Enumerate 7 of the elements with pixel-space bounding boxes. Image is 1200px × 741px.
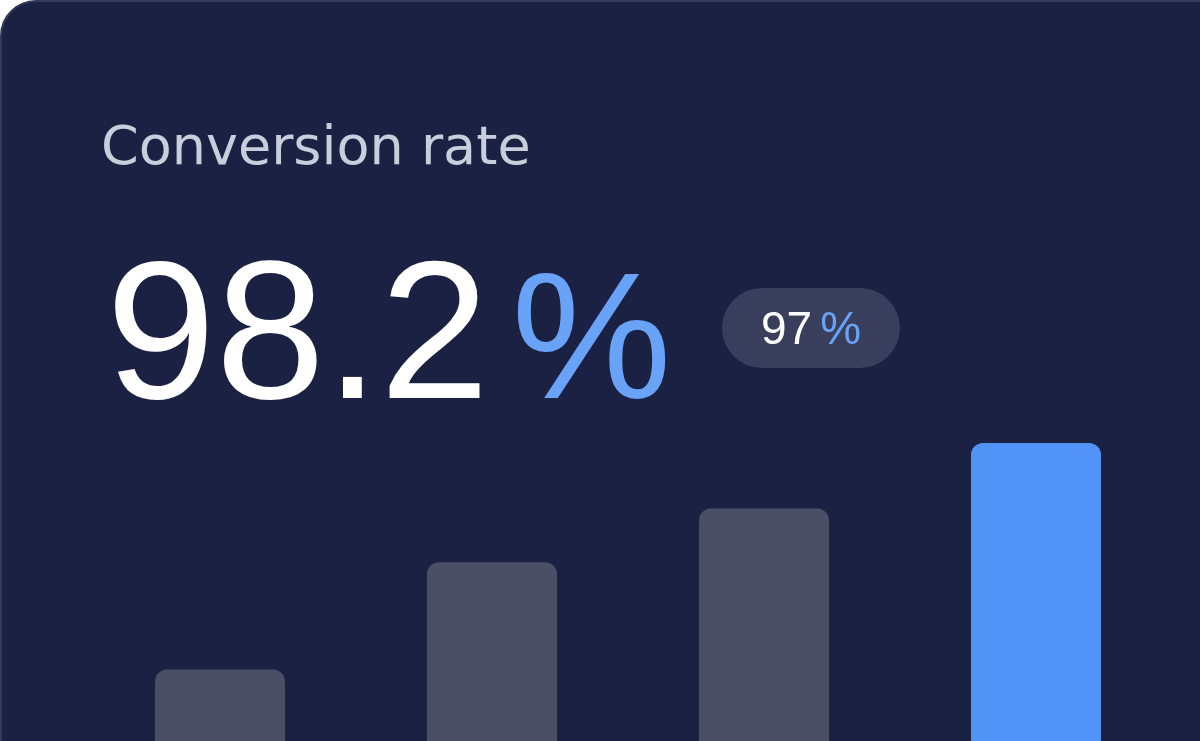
- bar: [971, 443, 1101, 741]
- text: 98.2%: [106, 220, 672, 440]
- badge: 97%: [722, 288, 900, 368]
- bar: [155, 669, 285, 741]
- bar: [427, 562, 557, 741]
- chart-title: Conversion rate: [101, 114, 531, 177]
- bar: [699, 508, 829, 741]
